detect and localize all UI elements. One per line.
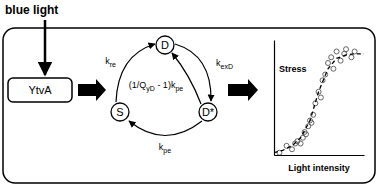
input-arrow	[44, 20, 47, 75]
figure: blue lightYtvADSD*krekexD(1/QyD - 1)kpek…	[0, 0, 378, 187]
rate-text: (1/Q	[129, 80, 147, 90]
data-point	[298, 141, 303, 146]
axis-line	[274, 41, 275, 156]
data-point	[304, 132, 309, 137]
data-point	[331, 66, 336, 71]
data-point	[290, 147, 295, 152]
protein-box	[8, 78, 72, 102]
rate-subscript: re	[110, 61, 116, 68]
rate-subscript: yD	[146, 85, 155, 93]
rate-label: kpe	[159, 142, 171, 155]
state-label: S	[116, 106, 123, 118]
state-label: D*	[202, 106, 215, 118]
rate-label: kexD	[216, 58, 233, 70]
rate-subscript: pe	[163, 147, 171, 155]
transition-arrow	[116, 44, 155, 102]
rate-subscript: pe	[175, 85, 183, 93]
state-node	[199, 103, 217, 121]
rate-subscript: exD	[221, 63, 233, 70]
y-axis	[274, 41, 275, 156]
transition-arrow	[175, 44, 211, 101]
x-axis-title: Light intensity	[288, 163, 350, 173]
data-point	[334, 49, 339, 54]
data-point	[338, 58, 343, 63]
data-point	[344, 47, 349, 52]
transition-arrow	[129, 121, 202, 136]
flow-arrow	[78, 79, 106, 101]
data-point	[349, 55, 354, 60]
data-point	[326, 61, 331, 66]
state-label: D	[161, 39, 169, 51]
data-point	[318, 95, 323, 100]
x-axis	[275, 155, 365, 156]
data-point	[329, 55, 334, 60]
fit-line	[274, 54, 364, 153]
rate-label: (1/QyD - 1)kpe	[129, 80, 183, 93]
data-point	[352, 49, 357, 54]
flow-arrow	[228, 79, 258, 101]
state-node	[156, 36, 174, 54]
axis-line	[275, 155, 365, 156]
protein-label: YtvA	[28, 84, 52, 96]
input-label: blue light	[5, 3, 58, 17]
y-axis-title: Stress	[279, 64, 307, 74]
rate-label: kre	[105, 56, 116, 68]
rate-text: - 1)k	[155, 80, 176, 90]
plot-area	[274, 47, 364, 155]
transition-arrow	[172, 53, 201, 104]
state-node	[111, 103, 129, 121]
cell-frame	[3, 28, 375, 183]
